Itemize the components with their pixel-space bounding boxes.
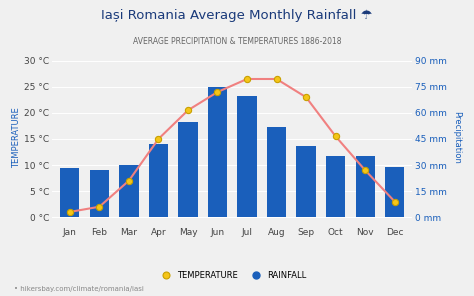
Bar (149, 144, 168, 217)
Bar (119, 165, 138, 217)
Y-axis label: Precipitation: Precipitation (452, 111, 461, 164)
Bar (296, 146, 316, 217)
Bar (208, 87, 227, 217)
Bar (237, 96, 256, 217)
Bar (356, 156, 375, 217)
Bar (385, 167, 404, 217)
Text: AVERAGE PRECIPITATION & TEMPERATURES 1886-2018: AVERAGE PRECIPITATION & TEMPERATURES 188… (133, 37, 341, 46)
Bar (178, 122, 198, 217)
Text: • hikersbay.com/climate/romania/iasi: • hikersbay.com/climate/romania/iasi (14, 286, 144, 292)
Bar (60, 168, 80, 217)
Text: Iași Romania Average Monthly Rainfall ☂: Iași Romania Average Monthly Rainfall ☂ (101, 9, 373, 22)
Y-axis label: TEMPERATURE: TEMPERATURE (12, 107, 21, 168)
Legend: TEMPERATURE, RAINFALL: TEMPERATURE, RAINFALL (155, 268, 310, 284)
Bar (90, 170, 109, 217)
Bar (326, 156, 345, 217)
Bar (267, 127, 286, 217)
